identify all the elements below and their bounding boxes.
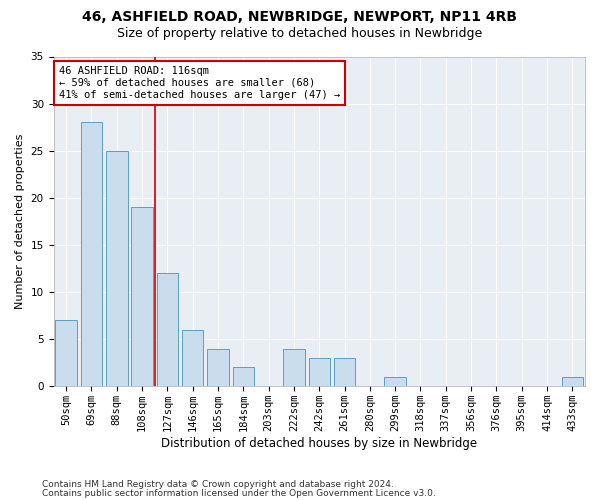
Bar	[283, 348, 305, 387]
Bar	[106, 150, 128, 386]
X-axis label: Distribution of detached houses by size in Newbridge: Distribution of detached houses by size …	[161, 437, 478, 450]
Bar	[81, 122, 102, 386]
Text: 46 ASHFIELD ROAD: 116sqm
← 59% of detached houses are smaller (68)
41% of semi-d: 46 ASHFIELD ROAD: 116sqm ← 59% of detach…	[59, 66, 340, 100]
Text: Size of property relative to detached houses in Newbridge: Size of property relative to detached ho…	[118, 28, 482, 40]
Text: Contains public sector information licensed under the Open Government Licence v3: Contains public sector information licen…	[42, 490, 436, 498]
Bar	[182, 330, 203, 386]
Bar	[334, 358, 355, 386]
Bar	[233, 368, 254, 386]
Bar	[157, 273, 178, 386]
Bar	[308, 358, 330, 386]
Text: 46, ASHFIELD ROAD, NEWBRIDGE, NEWPORT, NP11 4RB: 46, ASHFIELD ROAD, NEWBRIDGE, NEWPORT, N…	[83, 10, 517, 24]
Bar	[385, 377, 406, 386]
Y-axis label: Number of detached properties: Number of detached properties	[15, 134, 25, 309]
Bar	[55, 320, 77, 386]
Bar	[207, 348, 229, 387]
Bar	[562, 377, 583, 386]
Bar	[131, 208, 153, 386]
Text: Contains HM Land Registry data © Crown copyright and database right 2024.: Contains HM Land Registry data © Crown c…	[42, 480, 394, 489]
